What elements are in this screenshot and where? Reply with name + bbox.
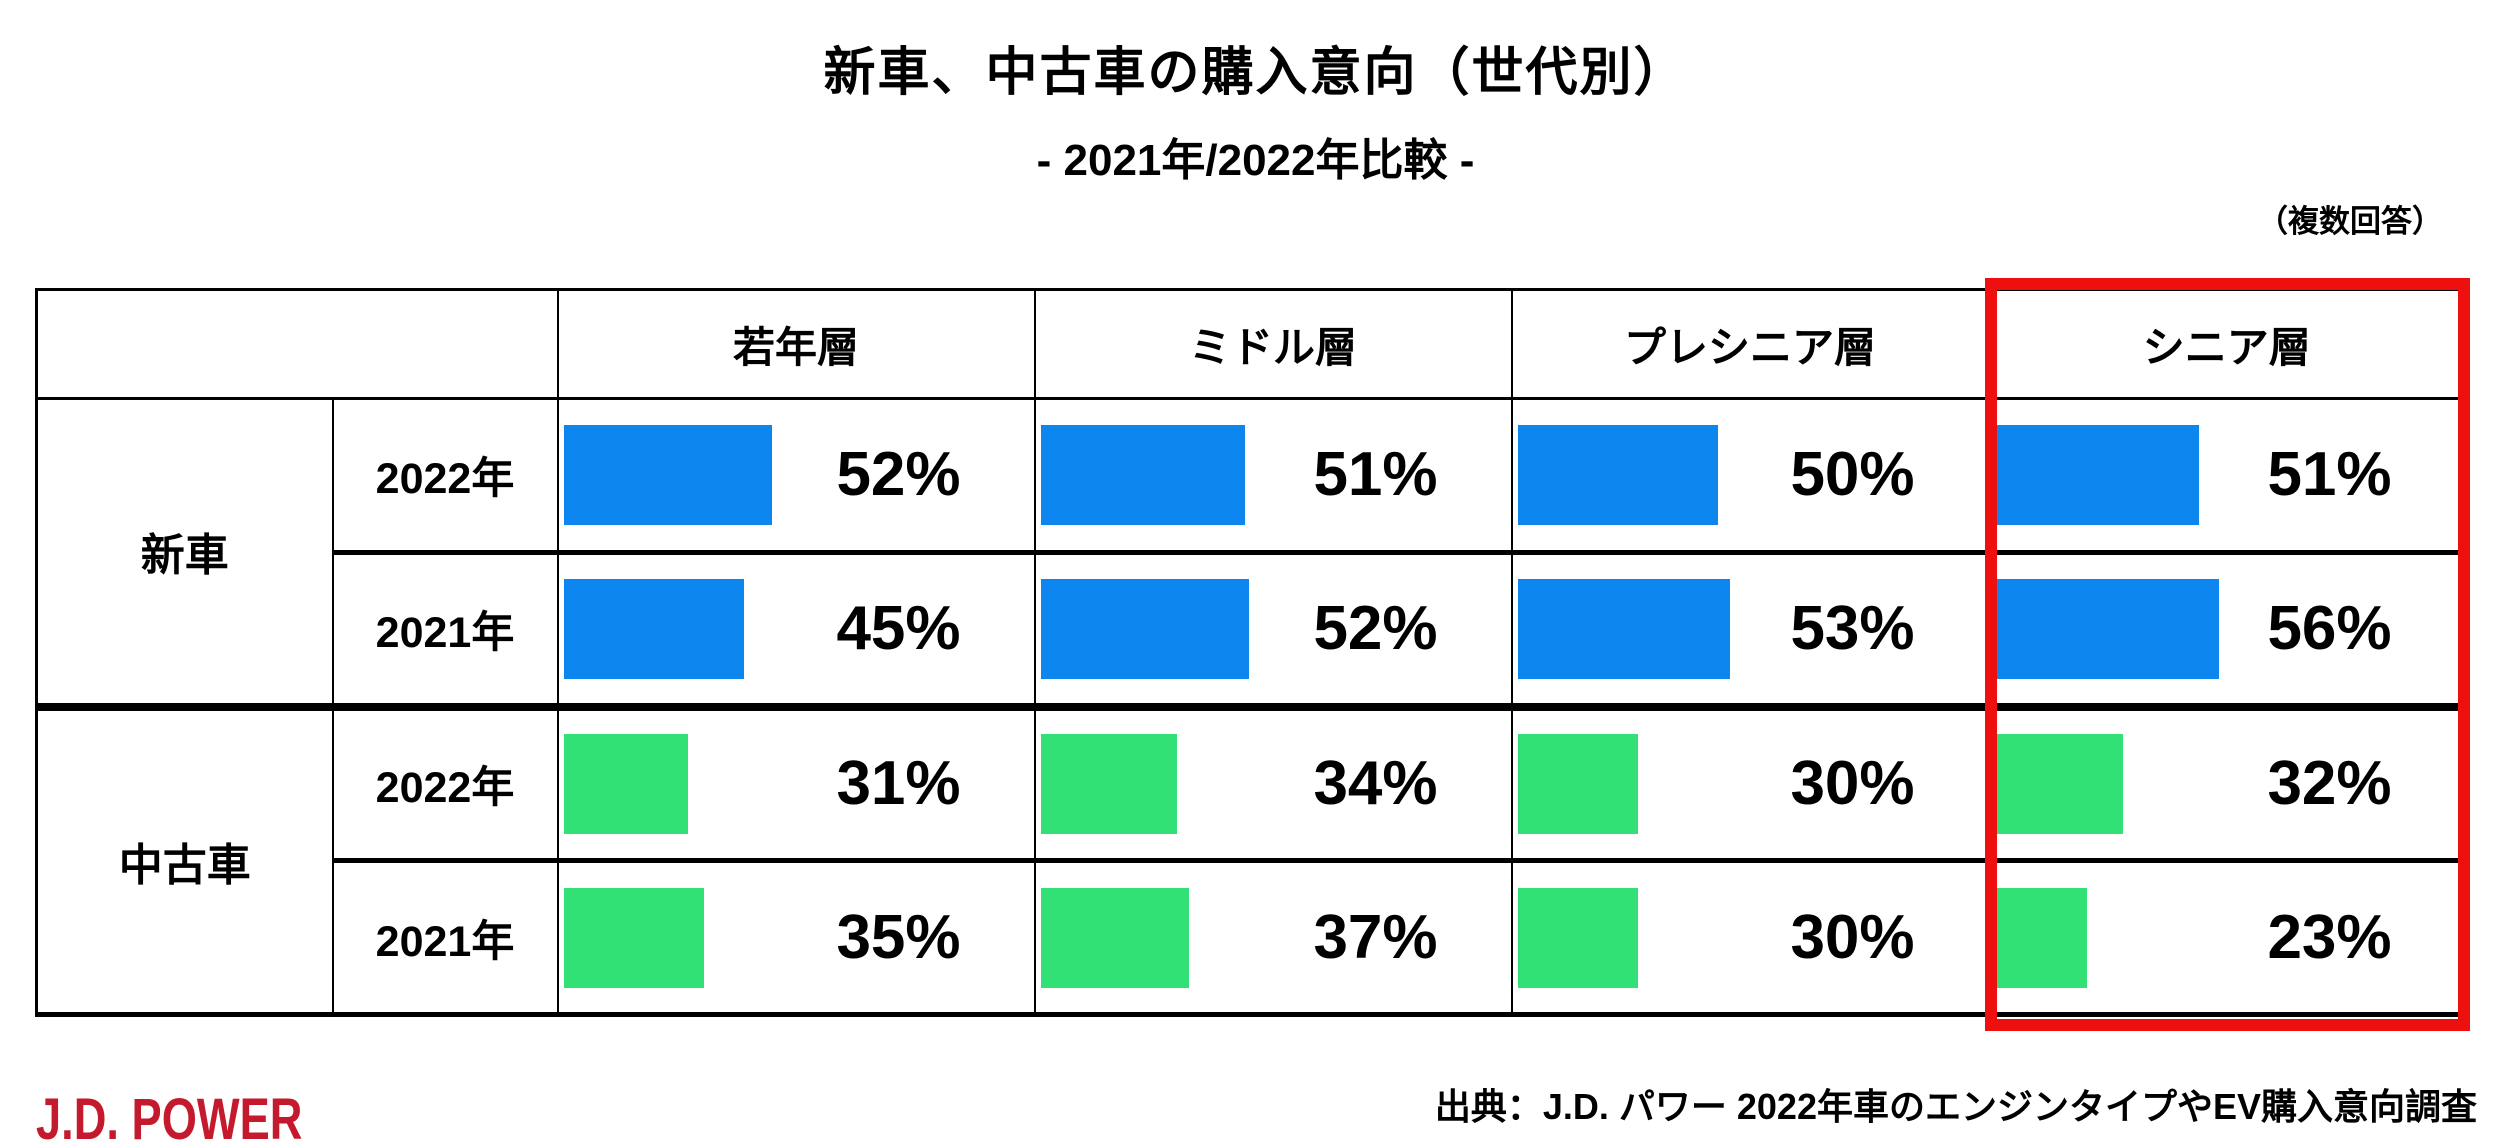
value-cell-0-0-1: 51% [1033, 397, 1513, 554]
value-bar [1994, 734, 2123, 835]
value-bar [563, 425, 772, 525]
value-bar [1517, 578, 1730, 679]
value-label: 37% [1313, 902, 1438, 972]
value-bar [563, 887, 704, 988]
value-cell-1-0-0: 31% [556, 702, 1036, 862]
value-label: 30% [1790, 902, 1915, 972]
year-label-1-1: 2021年 [331, 858, 559, 1016]
table-body: 新車 2022年 52% 51% 50% 51% 2021年 45% 52% 53% 56% 中古車 2… [35, 397, 2467, 1016]
value-cell-1-1-0: 35% [556, 858, 1036, 1016]
source-text: 出典：J.D. パワー 2022年車のエンジンタイプやEV購入意向調査 [1434, 1086, 2477, 1127]
header-cell-category-1: ミドル層 [1033, 288, 1513, 400]
value-bar [1040, 578, 1249, 679]
value-bar [1040, 734, 1177, 835]
value-label: 23% [2267, 902, 2392, 972]
chart-title: 新車、中古車の購入意向（世代別） [823, 44, 1688, 102]
value-label: 53% [1790, 593, 1915, 663]
value-cell-0-1-0: 45% [556, 550, 1036, 708]
data-row-0-1: 2021年 45% 52% 53% 56% [37, 550, 2467, 708]
comparison-table: 若年層 ミドル層 プレシニア層 シニア層 新車 2022年 52% 51% 50% 51% 202… [35, 288, 2467, 1017]
data-row-1-1: 2021年 35% 37% 30% 23% [37, 858, 2467, 1016]
value-label: 50% [1790, 440, 1915, 509]
header-cell-category-3: シニア層 [1987, 288, 2467, 400]
value-bar [1040, 887, 1189, 988]
header-row: 若年層 ミドル層 プレシニア層 シニア層 [35, 288, 2467, 400]
value-cell-1-0-2: 30% [1510, 702, 1990, 862]
multiple-answer-note: （複数回答） [2257, 204, 2443, 239]
chart-subtitle: - 2021年/2022年比較 - [1036, 136, 1475, 185]
value-cell-1-1-1: 37% [1033, 858, 1513, 1016]
value-label: 56% [2267, 593, 2392, 663]
value-label: 34% [1313, 749, 1438, 819]
value-cell-1-0-3: 32% [1987, 702, 2467, 862]
value-cell-0-1-1: 52% [1033, 550, 1513, 708]
jdpower-logo: J.D. POWER [36, 1087, 303, 1148]
table-header: 若年層 ミドル層 プレシニア層 シニア層 [35, 288, 2467, 400]
year-label-1-0: 2022年 [331, 702, 559, 862]
group-label-0: 新車 [35, 397, 334, 708]
value-cell-1-1-2: 30% [1510, 858, 1990, 1016]
value-cell-0-0-3: 51% [1987, 397, 2467, 554]
value-cell-0-0-0: 52% [556, 397, 1036, 554]
value-label: 31% [836, 749, 961, 819]
group-label-1: 中古車 [35, 702, 334, 1016]
corner-cell [35, 288, 559, 400]
value-cell-1-0-1: 34% [1033, 702, 1513, 862]
value-cell-1-1-3: 23% [1987, 858, 2467, 1016]
value-label: 51% [1313, 440, 1438, 509]
header-cell-category-2: プレシニア層 [1510, 288, 1990, 400]
year-label-0-1: 2021年 [331, 550, 559, 708]
value-label: 52% [1313, 593, 1438, 663]
value-cell-0-1-3: 56% [1987, 550, 2467, 708]
value-bar [563, 734, 688, 835]
value-label: 51% [2267, 440, 2392, 509]
value-label: 32% [2267, 749, 2392, 819]
year-label-0-0: 2022年 [331, 397, 559, 554]
value-cell-0-0-2: 50% [1510, 397, 1990, 554]
value-label: 45% [836, 593, 961, 663]
value-label: 35% [836, 902, 961, 972]
value-bar [1994, 578, 2219, 679]
header-cell-category-0: 若年層 [556, 288, 1036, 400]
value-bar [563, 578, 744, 679]
data-row-0-0: 新車 2022年 52% 51% 50% 51% [35, 397, 2467, 708]
value-bar [1040, 425, 1245, 525]
value-bar [1994, 887, 2087, 988]
value-bar [1517, 887, 1638, 988]
value-cell-0-1-2: 53% [1510, 550, 1990, 708]
value-bar [1517, 734, 1638, 835]
value-bar [1994, 425, 2199, 525]
value-label: 52% [836, 440, 961, 509]
data-row-1-0: 中古車 2022年 31% 34% 30% 32% [35, 702, 2467, 1016]
value-bar [1517, 425, 1718, 525]
value-label: 30% [1790, 749, 1915, 819]
